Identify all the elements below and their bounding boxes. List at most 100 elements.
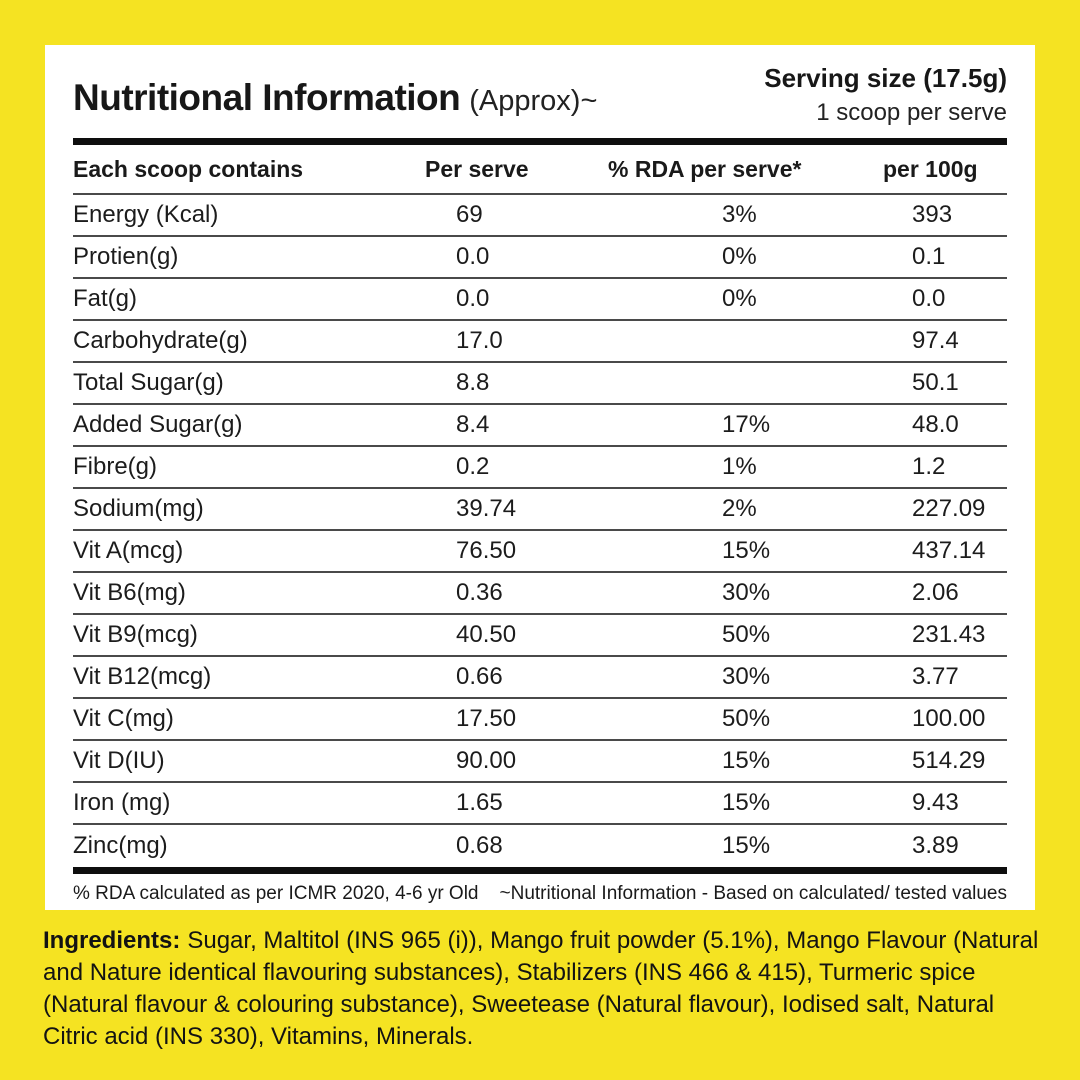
per-100g-value: 97.4 <box>912 327 959 354</box>
per-100g-value: 2.06 <box>912 579 959 606</box>
rda-value: 15% <box>722 789 771 816</box>
nutrition-table: Each scoop contains Per serve % RDA per … <box>73 145 1007 867</box>
serving-info: Serving size (17.5g) 1 scoop per serve <box>764 63 1007 127</box>
per-serve-value: 69 <box>456 201 483 228</box>
nutrient-name: Vit B12(mcg) <box>73 663 212 690</box>
ingredients-text: Sugar, Maltitol (INS 965 (i)), Mango fru… <box>43 927 1039 1050</box>
table-row: Vit B12(mcg) 0.66 30% 3.77 <box>73 657 1007 699</box>
rda-value: 17% <box>722 411 771 438</box>
column-header-rda: % RDA per serve* <box>608 155 802 182</box>
per-100g-value: 100.00 <box>912 705 986 732</box>
table-row: Vit D(IU) 90.00 15% 514.29 <box>73 741 1007 783</box>
column-header-per-serve: Per serve <box>425 155 529 182</box>
per-100g-value: 0.0 <box>912 285 946 312</box>
rda-value: 50% <box>722 621 771 648</box>
per-100g-value: 3.89 <box>912 832 959 859</box>
nutrition-label-card: Nutritional Information (Approx)~ Serving… <box>45 45 1035 910</box>
table-row: Added Sugar(g) 8.4 17% 48.0 <box>73 405 1007 447</box>
rda-footnote: % RDA calculated as per ICMR 2020, 4-6 y… <box>73 883 479 904</box>
title-suffix: (Approx)~ <box>469 85 598 117</box>
per-serve-value: 76.50 <box>456 537 517 564</box>
nutrient-name: Fat(g) <box>73 285 138 312</box>
nutrient-name: Zinc(mg) <box>73 832 168 859</box>
per-serve-value: 40.50 <box>456 621 517 648</box>
nutrient-name: Vit D(IU) <box>73 747 165 774</box>
table-header-row: Each scoop contains Per serve % RDA per … <box>73 145 1007 195</box>
per-100g-value: 50.1 <box>912 369 959 396</box>
table-row: Vit B9(mcg) 40.50 50% 231.43 <box>73 615 1007 657</box>
per-serve-value: 0.66 <box>456 663 503 690</box>
nutrient-name: Added Sugar(g) <box>73 411 243 438</box>
per-100g-value: 231.43 <box>912 621 986 648</box>
info-footnote: ~Nutritional Information - Based on calc… <box>499 883 1007 904</box>
table-row: Iron (mg) 1.65 15% 9.43 <box>73 783 1007 825</box>
table-row: Carbohydrate(g) 17.0 97.4 <box>73 321 1007 363</box>
per-serve-value: 8.4 <box>456 411 490 438</box>
per-100g-value: 9.43 <box>912 789 959 816</box>
per-serve-value: 0.2 <box>456 453 490 480</box>
per-100g-value: 48.0 <box>912 411 959 438</box>
per-serve-value: 1.65 <box>456 789 503 816</box>
serving-note-text: 1 scoop per serve <box>816 99 1007 126</box>
per-serve-value: 17.0 <box>456 327 503 354</box>
title-text: Nutritional Information <box>73 77 461 118</box>
nutrient-name: Carbohydrate(g) <box>73 327 248 354</box>
per-serve-value: 0.36 <box>456 579 503 606</box>
per-100g-value: 437.14 <box>912 537 986 564</box>
rda-value: 3% <box>722 201 757 228</box>
per-serve-value: 8.8 <box>456 369 490 396</box>
column-header-nutrient: Each scoop contains <box>73 155 304 182</box>
table-row: Energy (Kcal) 69 3% 393 <box>73 195 1007 237</box>
rda-value: 1% <box>722 453 757 480</box>
table-row: Vit B6(mg) 0.36 30% 2.06 <box>73 573 1007 615</box>
nutrient-name: Vit B9(mcg) <box>73 621 198 648</box>
page-title: Nutritional Information (Approx)~ <box>73 77 597 119</box>
rda-value: 0% <box>722 285 757 312</box>
rda-value: 30% <box>722 663 771 690</box>
column-header-per-100g: per 100g <box>883 155 978 182</box>
per-serve-value: 39.74 <box>456 495 517 522</box>
table-row: Protien(g) 0.0 0% 0.1 <box>73 237 1007 279</box>
nutrient-name: Fibre(g) <box>73 453 158 480</box>
nutrient-name: Iron (mg) <box>73 789 171 816</box>
per-100g-value: 393 <box>912 201 953 228</box>
rda-value: 50% <box>722 705 771 732</box>
table-row: Zinc(mg) 0.68 15% 3.89 <box>73 825 1007 867</box>
nutrient-name: Vit B6(mg) <box>73 579 186 606</box>
table-row: Vit A(mcg) 76.50 15% 437.14 <box>73 531 1007 573</box>
rda-value: 15% <box>722 537 771 564</box>
table-row: Vit C(mg) 17.50 50% 100.00 <box>73 699 1007 741</box>
table-row: Fibre(g) 0.2 1% 1.2 <box>73 447 1007 489</box>
ingredients-label: Ingredients: <box>43 927 181 954</box>
table-row: Total Sugar(g) 8.8 50.1 <box>73 363 1007 405</box>
table-body: Energy (Kcal) 69 3% 393 Protien(g) 0.0 0… <box>73 195 1007 867</box>
top-divider-bar <box>73 138 1007 145</box>
nutrient-name: Protien(g) <box>73 243 179 270</box>
per-serve-value: 90.00 <box>456 747 517 774</box>
per-100g-value: 1.2 <box>912 453 946 480</box>
table-row: Fat(g) 0.0 0% 0.0 <box>73 279 1007 321</box>
per-serve-value: 0.68 <box>456 832 503 859</box>
rda-value: 30% <box>722 579 771 606</box>
per-100g-value: 227.09 <box>912 495 986 522</box>
nutrient-name: Sodium(mg) <box>73 495 204 522</box>
per-serve-value: 0.0 <box>456 285 490 312</box>
rda-value: 0% <box>722 243 757 270</box>
nutrient-name: Vit A(mcg) <box>73 537 184 564</box>
per-serve-value: 0.0 <box>456 243 490 270</box>
table-row: Sodium(mg) 39.74 2% 227.09 <box>73 489 1007 531</box>
rda-value: 15% <box>722 832 771 859</box>
serving-size-text: Serving size (17.5g) <box>764 63 1007 93</box>
rda-value: 2% <box>722 495 757 522</box>
rda-value: 15% <box>722 747 771 774</box>
per-100g-value: 514.29 <box>912 747 986 774</box>
nutrient-name: Vit C(mg) <box>73 705 174 732</box>
ingredients-section: Ingredients: Sugar, Maltitol (INS 965 (i)… <box>43 925 1039 1053</box>
per-100g-value: 3.77 <box>912 663 959 690</box>
nutrient-name: Energy (Kcal) <box>73 201 219 228</box>
label-header: Nutritional Information (Approx)~ Serving… <box>45 45 1035 138</box>
per-serve-value: 17.50 <box>456 705 517 732</box>
bottom-divider-bar <box>73 867 1007 874</box>
footnotes: % RDA calculated as per ICMR 2020, 4-6 y… <box>73 883 1007 905</box>
per-100g-value: 0.1 <box>912 243 946 270</box>
